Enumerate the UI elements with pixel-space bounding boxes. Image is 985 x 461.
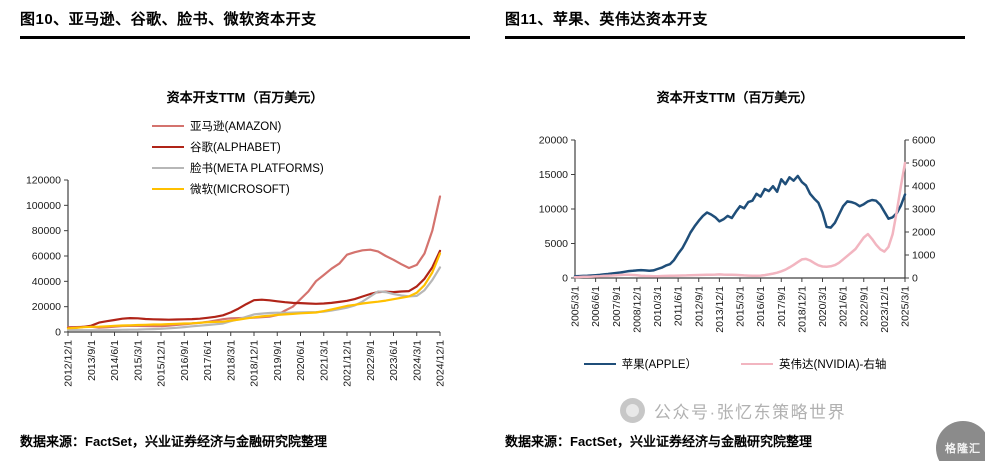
- alphabet-legend-swatch: [152, 146, 184, 148]
- svg-text:2021/3/1: 2021/3/1: [318, 340, 330, 381]
- svg-text:2021/6/1: 2021/6/1: [838, 286, 850, 327]
- svg-text:2019/9/1: 2019/9/1: [272, 340, 284, 381]
- svg-text:2022/9/1: 2022/9/1: [365, 340, 377, 381]
- svg-text:2024/3/1: 2024/3/1: [411, 340, 423, 381]
- legend-item-apple: 苹果(APPLE）: [583, 356, 698, 372]
- meta-legend-label: 脸书(META PLATFORMS): [190, 163, 324, 175]
- svg-text:2015/12/1: 2015/12/1: [156, 340, 168, 387]
- figure10-panel: 图10、亚马逊、谷歌、脸书、微软资本开支 资本开支TTM（百万美元） 0 2000…: [20, 0, 470, 461]
- svg-text:0: 0: [912, 273, 918, 285]
- svg-text:2018/12/1: 2018/12/1: [249, 340, 261, 387]
- amazon-legend-label: 亚马逊(AMAZON): [190, 121, 282, 133]
- watermark-text: 公众号·张忆东策略世界: [654, 403, 847, 422]
- microsoft-legend-label: 微软(MICROSOFT): [190, 184, 290, 196]
- amazon-legend-swatch: [152, 125, 184, 127]
- svg-text:2011/6/1: 2011/6/1: [673, 286, 685, 326]
- svg-text:2025/3/1: 2025/3/1: [900, 286, 912, 327]
- svg-text:2022/9/1: 2022/9/1: [858, 286, 870, 327]
- svg-text:2020/6/1: 2020/6/1: [295, 340, 307, 381]
- figure10-header: 图10、亚马逊、谷歌、脸书、微软资本开支: [20, 8, 470, 39]
- svg-text:2023/6/1: 2023/6/1: [388, 340, 400, 381]
- figure11-line-chart: 0 5000 10000 15000 20000 0 1000 2000 3000 4000 500…: [539, 135, 936, 333]
- svg-text:6000: 6000: [912, 135, 936, 147]
- svg-text:2010/3/1: 2010/3/1: [652, 286, 664, 327]
- svg-text:10000: 10000: [539, 204, 568, 216]
- svg-text:80000: 80000: [32, 225, 61, 237]
- svg-text:120000: 120000: [26, 175, 61, 187]
- svg-text:2013/9/1: 2013/9/1: [86, 340, 98, 381]
- figure10-source: 数据来源：FactSet，兴业证券经济与金融研究院整理: [20, 434, 327, 449]
- svg-text:1000: 1000: [912, 250, 936, 262]
- microsoft-line: [66, 252, 442, 330]
- svg-text:0: 0: [562, 273, 568, 285]
- svg-text:2007/9/1: 2007/9/1: [611, 286, 623, 327]
- svg-text:2021/12/1: 2021/12/1: [342, 340, 354, 387]
- svg-text:20000: 20000: [539, 135, 568, 147]
- svg-text:2017/9/1: 2017/9/1: [776, 286, 788, 327]
- legend-item-alphabet: 谷歌(ALPHABET): [152, 139, 324, 155]
- watermark: 公众号·张忆东策略世界: [620, 398, 846, 423]
- svg-text:2012/12/1: 2012/12/1: [63, 340, 75, 387]
- svg-text:2024/12/1: 2024/12/1: [435, 340, 447, 387]
- svg-text:0: 0: [55, 327, 61, 339]
- microsoft-legend-swatch: [152, 188, 184, 190]
- svg-text:2014/6/1: 2014/6/1: [109, 340, 121, 381]
- svg-text:15000: 15000: [539, 169, 568, 181]
- svg-text:3000: 3000: [912, 204, 936, 216]
- svg-text:2015/3/1: 2015/3/1: [132, 340, 144, 381]
- svg-text:100000: 100000: [26, 200, 61, 212]
- alphabet-legend-label: 谷歌(ALPHABET): [190, 142, 281, 154]
- amazon-line: [66, 195, 442, 329]
- figure10-chart-title: 资本开支TTM（百万美元）: [166, 90, 324, 105]
- apple-legend-label: 苹果(APPLE）: [621, 359, 698, 371]
- meta-line: [66, 266, 442, 332]
- svg-text:2020/3/1: 2020/3/1: [817, 286, 829, 327]
- svg-text:2015/3/1: 2015/3/1: [735, 286, 747, 327]
- svg-text:5000: 5000: [545, 238, 569, 250]
- legend-item-nvidia: 英伟达(NVIDIA)-右轴: [741, 356, 886, 372]
- nvidia-line: [573, 161, 907, 279]
- figure11-header: 图11、苹果、英伟达资本开支: [505, 8, 965, 39]
- gelonghui-logo-text: 格隆汇: [945, 443, 981, 455]
- watermark-logo-icon: [620, 398, 645, 423]
- svg-text:2017/6/1: 2017/6/1: [202, 340, 214, 381]
- figure11-panel: 图11、苹果、英伟达资本开支 资本开支TTM（百万美元） 0 5000 10000 1…: [505, 0, 965, 461]
- svg-text:20000: 20000: [32, 301, 61, 313]
- svg-text:2005/3/1: 2005/3/1: [570, 286, 582, 327]
- nvidia-legend-swatch: [741, 363, 774, 365]
- svg-text:40000: 40000: [32, 276, 61, 288]
- svg-text:2016/9/1: 2016/9/1: [179, 340, 191, 381]
- figure11-source: 数据来源：FactSet，兴业证券经济与金融研究院整理: [505, 434, 812, 449]
- meta-legend-swatch: [152, 167, 184, 169]
- svg-text:2018/3/1: 2018/3/1: [225, 340, 237, 381]
- svg-text:2016/6/1: 2016/6/1: [755, 286, 767, 327]
- svg-text:60000: 60000: [32, 251, 61, 263]
- figure10-line-chart: 0 20000 40000 60000 80000 100000 120000 2012/12…: [26, 175, 447, 387]
- legend-item-microsoft: 微软(MICROSOFT): [152, 181, 324, 197]
- svg-text:2012/9/1: 2012/9/1: [693, 286, 705, 327]
- legend-item-amazon: 亚马逊(AMAZON): [152, 118, 324, 134]
- svg-text:2013/12/1: 2013/12/1: [714, 286, 726, 333]
- nvidia-legend-label: 英伟达(NVIDIA)-右轴: [779, 359, 887, 371]
- svg-text:4000: 4000: [912, 181, 936, 193]
- svg-text:2023/12/1: 2023/12/1: [879, 286, 891, 333]
- svg-text:2000: 2000: [912, 227, 936, 239]
- apple-legend-swatch: [583, 363, 616, 365]
- legend-item-meta: 脸书(META PLATFORMS): [152, 160, 324, 176]
- svg-text:5000: 5000: [912, 158, 936, 170]
- svg-text:2018/12/1: 2018/12/1: [796, 286, 808, 333]
- svg-text:2006/6/1: 2006/6/1: [590, 286, 602, 327]
- figure11-legend: 苹果(APPLE） 英伟达(NVIDIA)-右轴: [505, 356, 965, 372]
- figure10-legend: 亚马逊(AMAZON) 谷歌(ALPHABET) 脸书(META PLATFORMS…: [152, 118, 324, 197]
- figure11-chart-title: 资本开支TTM（百万美元）: [656, 90, 814, 105]
- apple-line: [573, 174, 907, 278]
- gelonghui-logo: 格隆汇: [936, 421, 985, 461]
- svg-text:2008/12/1: 2008/12/1: [631, 286, 643, 333]
